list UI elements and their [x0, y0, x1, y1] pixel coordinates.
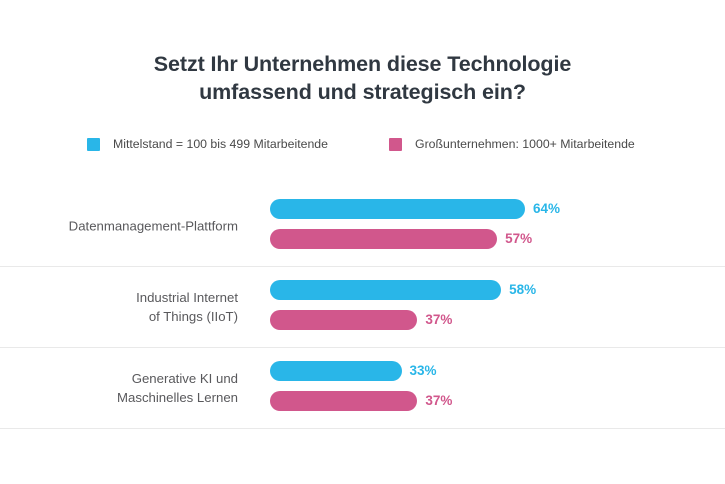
legend-swatch-icon-grossunternehmen	[389, 137, 402, 151]
bar-item-series-2: 57%	[270, 229, 532, 249]
category-label: Generative KI und Maschinelles Lernen	[40, 369, 238, 407]
bar-item-series-1: 33%	[270, 361, 437, 381]
category-label: Datenmanagement-Plattform	[40, 217, 238, 236]
category-label-line-1: Generative KI und	[131, 371, 238, 386]
bar-item-series-1: 58%	[270, 280, 536, 300]
chart-row: Generative KI und Maschinelles Lernen 33…	[0, 348, 725, 429]
chart-title-line-2: umfassend und strategisch ein?	[199, 80, 526, 104]
chart-plot-area: Datenmanagement-Plattform 64% 57% Indust…	[0, 186, 725, 429]
chart-row: Datenmanagement-Plattform 64% 57%	[0, 186, 725, 267]
chart-title-line-1: Setzt Ihr Unternehmen diese Technologie	[153, 52, 572, 76]
bar-item-series-2: 37%	[270, 310, 452, 330]
legend-label-mittelstand: Mittelstand = 100 bis 499 Mitarbeitende	[113, 137, 328, 151]
bar-series-1	[270, 280, 502, 300]
bar-series-2	[270, 391, 418, 411]
bar-value-series-2: 37%	[425, 312, 453, 327]
legend-label-grossunternehmen: Großunternehmen: 1000+ Mitarbeitende	[415, 137, 635, 151]
chart-title: Setzt Ihr Unternehmen diese Technologie …	[0, 50, 725, 106]
chart-row: Industrial Internet of Things (IIoT) 58%…	[0, 267, 725, 348]
legend-swatch-icon-mittelstand	[87, 137, 100, 151]
bar-item-series-2: 37%	[270, 391, 452, 411]
bar-value-series-1: 64%	[533, 201, 561, 216]
category-label-line-1: Industrial Internet	[136, 290, 238, 305]
bar-value-series-1: 58%	[509, 282, 537, 297]
bar-value-series-2: 57%	[505, 231, 533, 246]
bar-value-series-2: 37%	[425, 393, 453, 408]
bar-group: 33% 37%	[270, 348, 725, 428]
bar-value-series-1: 33%	[409, 363, 437, 378]
category-label-line-2: Maschinelles Lernen	[117, 390, 238, 405]
category-label: Industrial Internet of Things (IIoT)	[40, 288, 238, 326]
bar-group: 58% 37%	[270, 267, 725, 347]
category-label-line-2: of Things (IIoT)	[148, 309, 238, 324]
bar-series-2	[270, 310, 418, 330]
legend-item-mittelstand: Mittelstand = 100 bis 499 Mitarbeitende	[87, 133, 328, 155]
bar-series-2	[270, 229, 498, 249]
bar-item-series-1: 64%	[270, 199, 560, 219]
category-label-line-1: Datenmanagement-Plattform	[68, 218, 238, 234]
bar-series-1	[270, 199, 525, 219]
legend-item-grossunternehmen: Großunternehmen: 1000+ Mitarbeitende	[389, 133, 635, 155]
bar-series-1	[270, 361, 402, 381]
chart-legend: Mittelstand = 100 bis 499 Mitarbeitende …	[0, 133, 725, 155]
bar-group: 64% 57%	[270, 186, 725, 266]
